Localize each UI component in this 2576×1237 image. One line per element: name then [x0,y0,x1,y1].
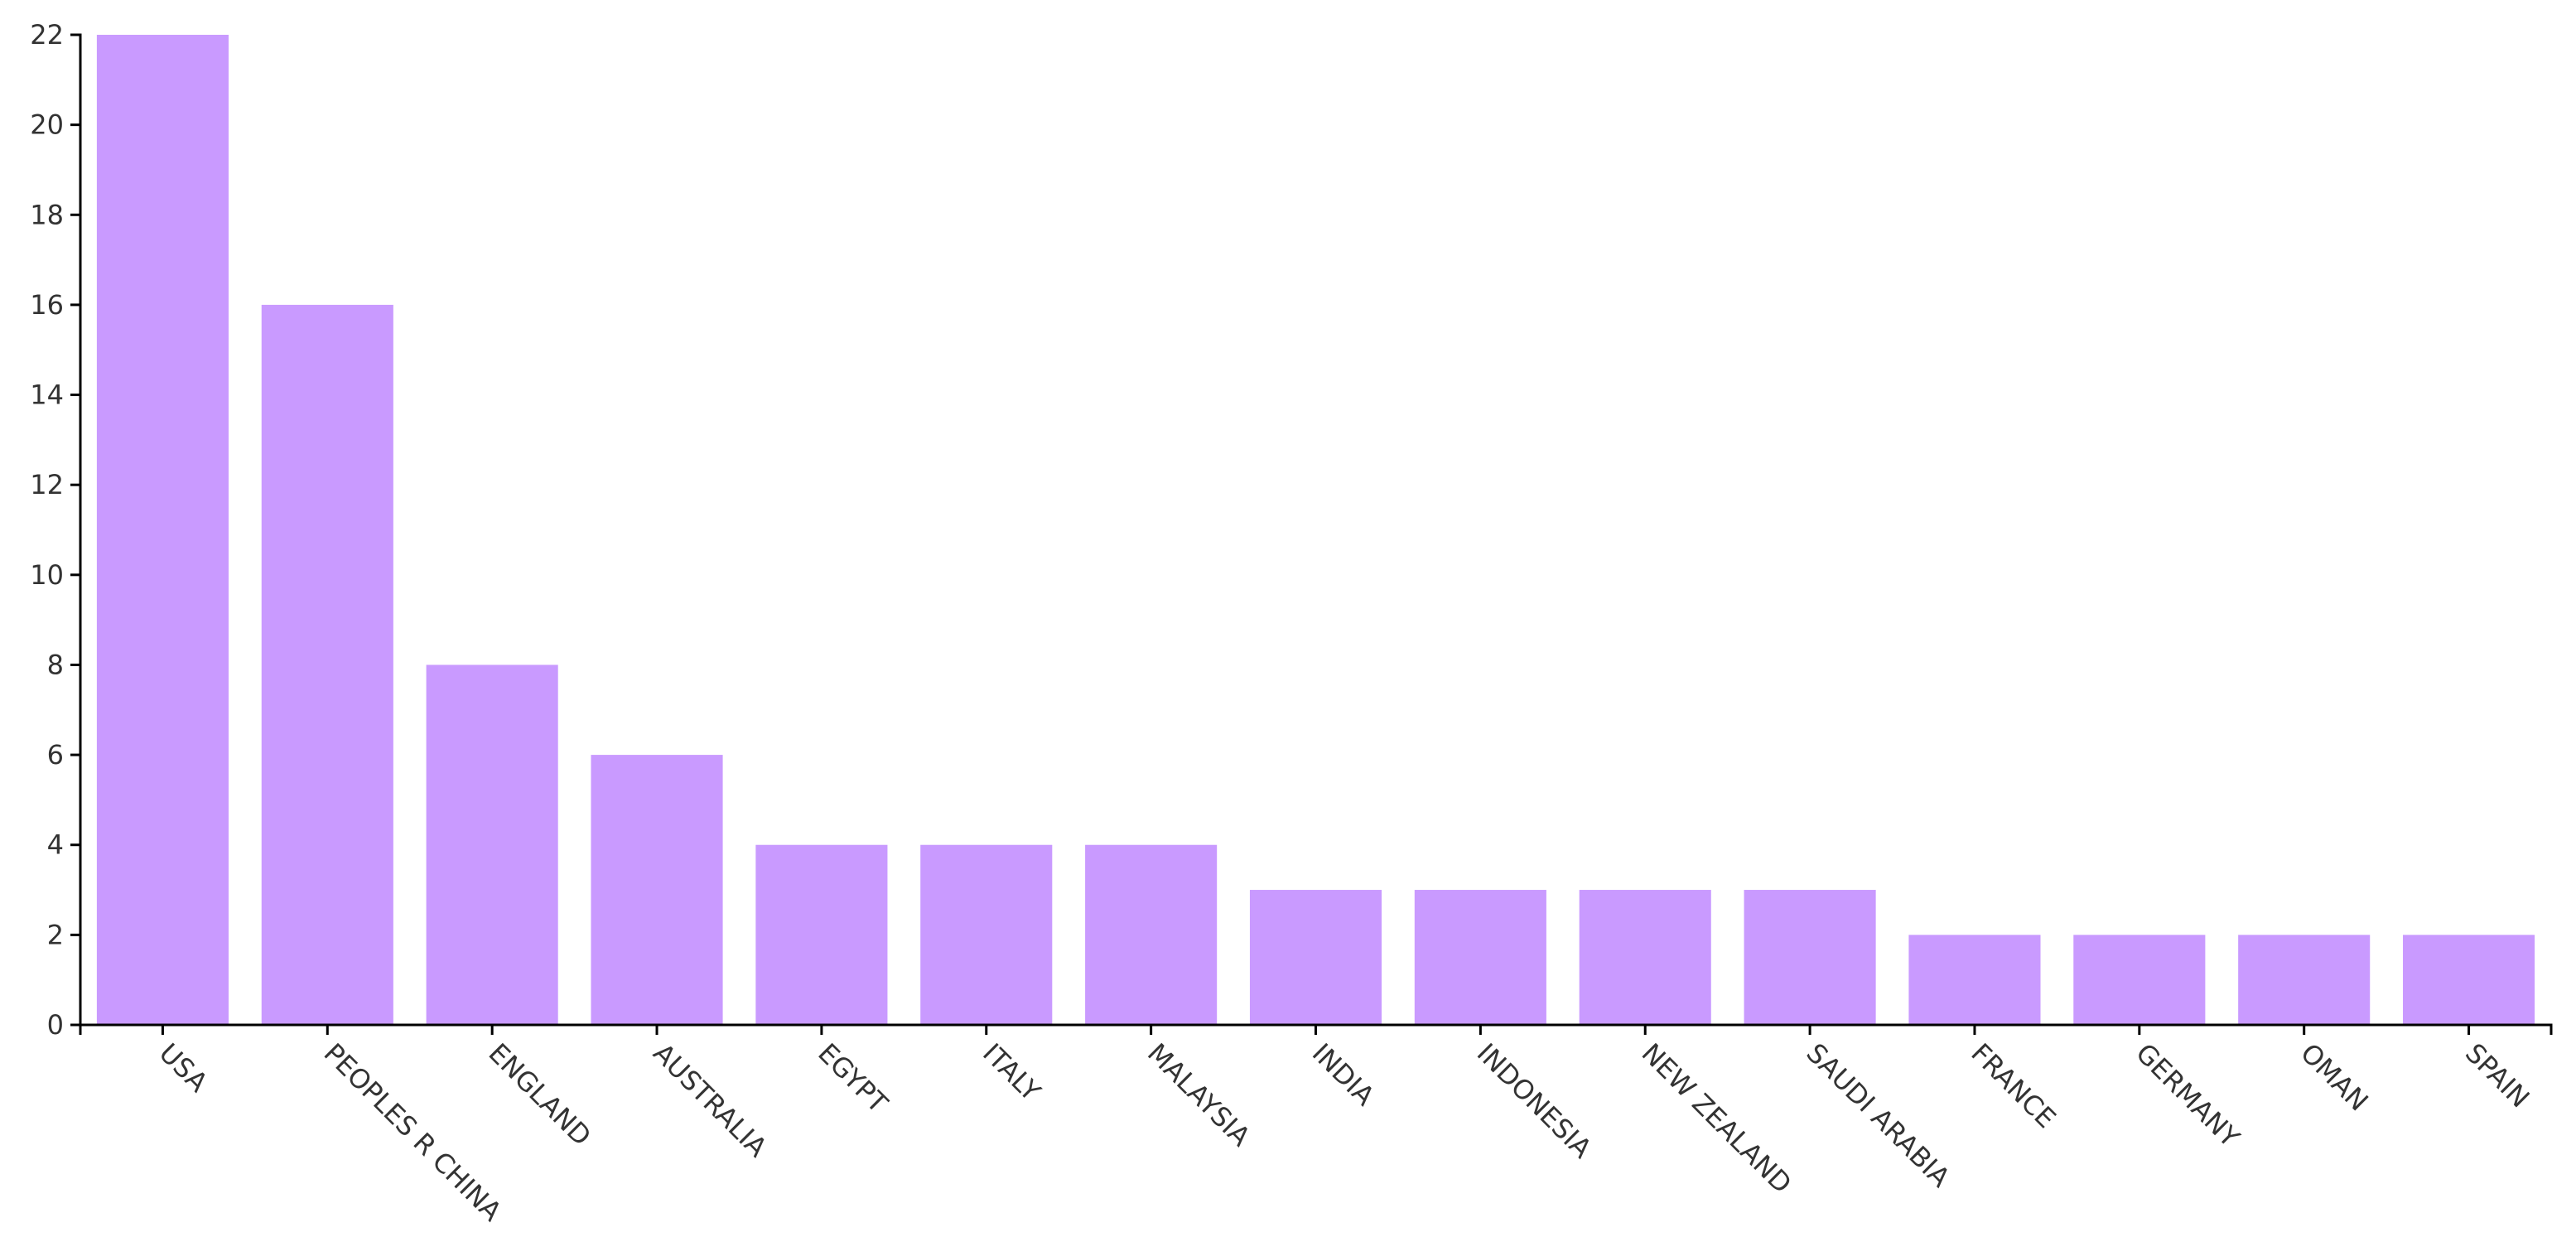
bar [920,844,1053,1025]
y-tick-label: 22 [30,19,64,51]
y-tick-label: 12 [30,469,64,500]
y-tick-label: 8 [47,649,64,680]
y-tick-label: 2 [47,919,64,950]
bar [1908,935,2041,1025]
bar [1085,844,1218,1025]
bar [96,35,229,1025]
x-tick-label: OMAN [2294,1037,2375,1118]
x-tick-label: ITALY [977,1037,1047,1108]
y-tick-label: 16 [30,289,64,321]
y-tick-label: 4 [47,829,64,861]
bar [755,844,888,1025]
bar [591,755,723,1025]
y-tick-label: 20 [30,109,64,141]
x-tick-label: GERMANY [2130,1037,2246,1153]
y-tick-label: 6 [47,739,64,771]
x-axis [79,1023,2553,1035]
y-tick-label: 0 [47,1009,64,1041]
bar [1579,890,1711,1025]
x-tick-label: SPAIN [2459,1037,2536,1114]
x-tick-label: FRANCE [1965,1037,2062,1134]
y-tick-label: 14 [30,379,64,411]
bar [2238,935,2371,1025]
bar [261,304,393,1026]
x-tick-label: INDIA [1306,1037,1381,1112]
bar [1414,890,1546,1025]
x-tick-label: INDONESIA [1471,1037,1599,1165]
y-tick-label: 10 [30,559,64,591]
bar [1744,890,1876,1025]
bar [2403,935,2535,1025]
x-tick-label: MALAYSIA [1141,1037,1257,1152]
bar [426,664,558,1025]
y-tick-label: 18 [30,199,64,230]
y-axis [70,33,82,1027]
x-tick-label: AUSTRALIA [647,1037,773,1163]
x-tick-label: USA [153,1037,215,1099]
x-tick-label: PEOPLES R CHINA [318,1037,509,1228]
x-tick-label: EGYPT [812,1037,894,1119]
bar [1249,890,1382,1025]
x-tick-label: SAUDI ARABIA [1800,1037,1956,1193]
bar [2073,935,2206,1025]
x-tick-label: NEW ZEALAND [1636,1037,1798,1200]
x-tick-label: ENGLAND [483,1037,598,1152]
